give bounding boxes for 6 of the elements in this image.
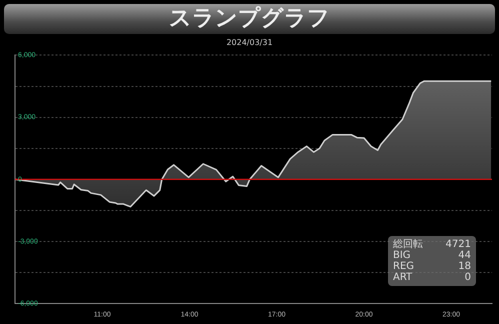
- text: 総回転 4721: [393, 239, 471, 250]
- text: REG 18: [393, 261, 471, 272]
- chart-subtitle: 2024/03/31: [225, 38, 274, 47]
- chart-title: スランプグラフ: [4, 4, 495, 34]
- text: ART 0: [393, 272, 471, 283]
- text: BIG 44: [393, 250, 471, 261]
